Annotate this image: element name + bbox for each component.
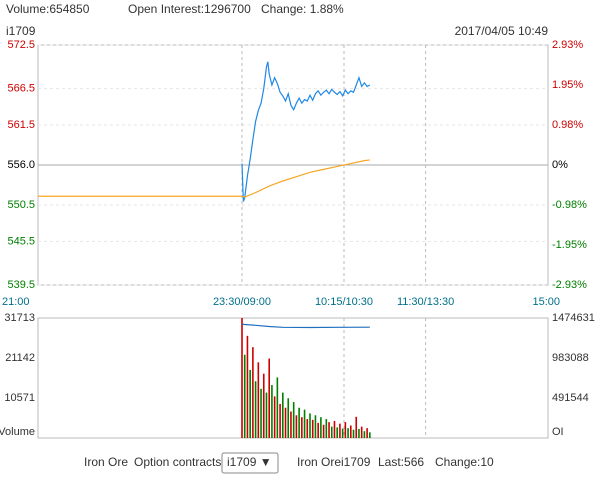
x-tick-label: 23:30/09:00 xyxy=(213,296,271,308)
volume-bar xyxy=(241,318,243,438)
x-tick-label: 21:00 xyxy=(2,296,30,308)
last: Last:566 xyxy=(378,455,424,469)
x-tick-label: 10:15/10:30 xyxy=(315,296,373,308)
volume-bar xyxy=(276,377,279,438)
volume-bar xyxy=(265,392,268,438)
price-line xyxy=(38,159,370,198)
volume-bar xyxy=(303,409,306,438)
volume-bar xyxy=(295,415,298,438)
volume-bar xyxy=(363,431,366,438)
change: Change:10 xyxy=(435,455,494,469)
volume-bar xyxy=(330,426,333,438)
product: Iron Ore xyxy=(84,455,128,469)
volume-bar xyxy=(279,403,281,438)
y-tick-label: 556.0 xyxy=(7,159,35,171)
volume-bar xyxy=(314,415,317,438)
y2-tick-label: -2.93% xyxy=(552,279,587,291)
volume-bar xyxy=(358,428,360,438)
volume-bar xyxy=(262,373,265,438)
y-tick-label: 539.5 xyxy=(7,279,35,291)
volume-bar xyxy=(271,385,273,438)
y2-tick-label: -1.95% xyxy=(552,239,587,251)
y2-tick-label: 0% xyxy=(552,159,568,171)
volume-bar xyxy=(320,417,322,438)
y2-tick-label: 0.98% xyxy=(552,119,583,131)
contract: Iron Orei1709 xyxy=(297,455,371,469)
volume-bar xyxy=(352,429,355,438)
y2-tick-label: 1.95% xyxy=(552,79,583,91)
y2-tick-label: -0.98% xyxy=(552,199,587,211)
y-tick-label: 566.5 xyxy=(7,83,35,95)
volume-bar xyxy=(325,419,328,438)
volume-bar xyxy=(355,416,358,438)
volume-bar xyxy=(290,411,292,438)
oi-stat: Open Interest:1296700 xyxy=(128,2,251,16)
timestamp: 2017/04/05 10:49 xyxy=(455,24,549,38)
contract-select[interactable] xyxy=(221,452,279,474)
volume-bar xyxy=(336,427,338,438)
y-tick-label: 10571 xyxy=(4,392,35,404)
volume-bar xyxy=(341,428,344,438)
volume-bar xyxy=(249,369,251,438)
volume-bar xyxy=(257,362,260,438)
contract-select-text[interactable]: i1709 ▼ xyxy=(227,455,272,469)
volume-bar xyxy=(260,388,262,438)
y-tick-label: 561.5 xyxy=(7,119,35,131)
volume-bar xyxy=(317,422,319,438)
volume-bar xyxy=(339,423,341,438)
volume-bar xyxy=(287,398,290,438)
volume-bar xyxy=(284,407,287,438)
volume-bar xyxy=(306,419,309,438)
x-tick-label: 11:30/13:30 xyxy=(397,296,454,308)
volume-bar xyxy=(311,419,314,438)
volume-bar xyxy=(273,396,276,438)
volume-bar xyxy=(366,428,368,438)
volume-bar xyxy=(268,358,270,438)
volume-bar xyxy=(298,407,300,438)
volume-bar xyxy=(344,422,347,438)
volume-bar xyxy=(246,335,249,438)
y-tick-label: 545.5 xyxy=(7,235,35,247)
change-stat: Change: 1.88% xyxy=(261,2,344,16)
price-line xyxy=(241,61,371,202)
y-tick-label: 31713 xyxy=(4,312,35,324)
volume-bar xyxy=(292,402,295,438)
volume-bar xyxy=(347,428,349,438)
volume-bar xyxy=(350,425,352,438)
volume-bar xyxy=(328,422,330,438)
option-label: Option contracts xyxy=(134,455,221,469)
volume-stat: Volume:654850 xyxy=(6,2,90,16)
volume-bar xyxy=(322,424,325,438)
volume-bar xyxy=(369,432,371,438)
y2-axis-label: OI xyxy=(552,426,564,438)
y-tick-label: 550.5 xyxy=(7,199,35,211)
volume-bar xyxy=(252,347,254,438)
volume-bar xyxy=(243,354,246,438)
x-tick-label: 15:00 xyxy=(532,296,560,308)
volume-bar xyxy=(333,420,336,438)
volume-bar xyxy=(360,426,363,438)
oi-line xyxy=(241,323,370,329)
y2-tick-label: 2.93% xyxy=(552,39,583,51)
volume-bar xyxy=(309,413,311,438)
y-tick-label: 21142 xyxy=(5,352,35,364)
y-tick-label: 572.5 xyxy=(7,39,35,51)
volume-bar xyxy=(301,417,303,438)
volume-bar xyxy=(254,381,257,438)
y2-tick-label: 491544 xyxy=(552,392,589,404)
y-axis-label: Volume xyxy=(0,426,35,438)
volume-bar xyxy=(282,392,284,438)
y2-tick-label: 983088 xyxy=(552,352,589,364)
symbol: i1709 xyxy=(6,24,36,38)
y2-tick-label: 1474631 xyxy=(552,312,595,324)
